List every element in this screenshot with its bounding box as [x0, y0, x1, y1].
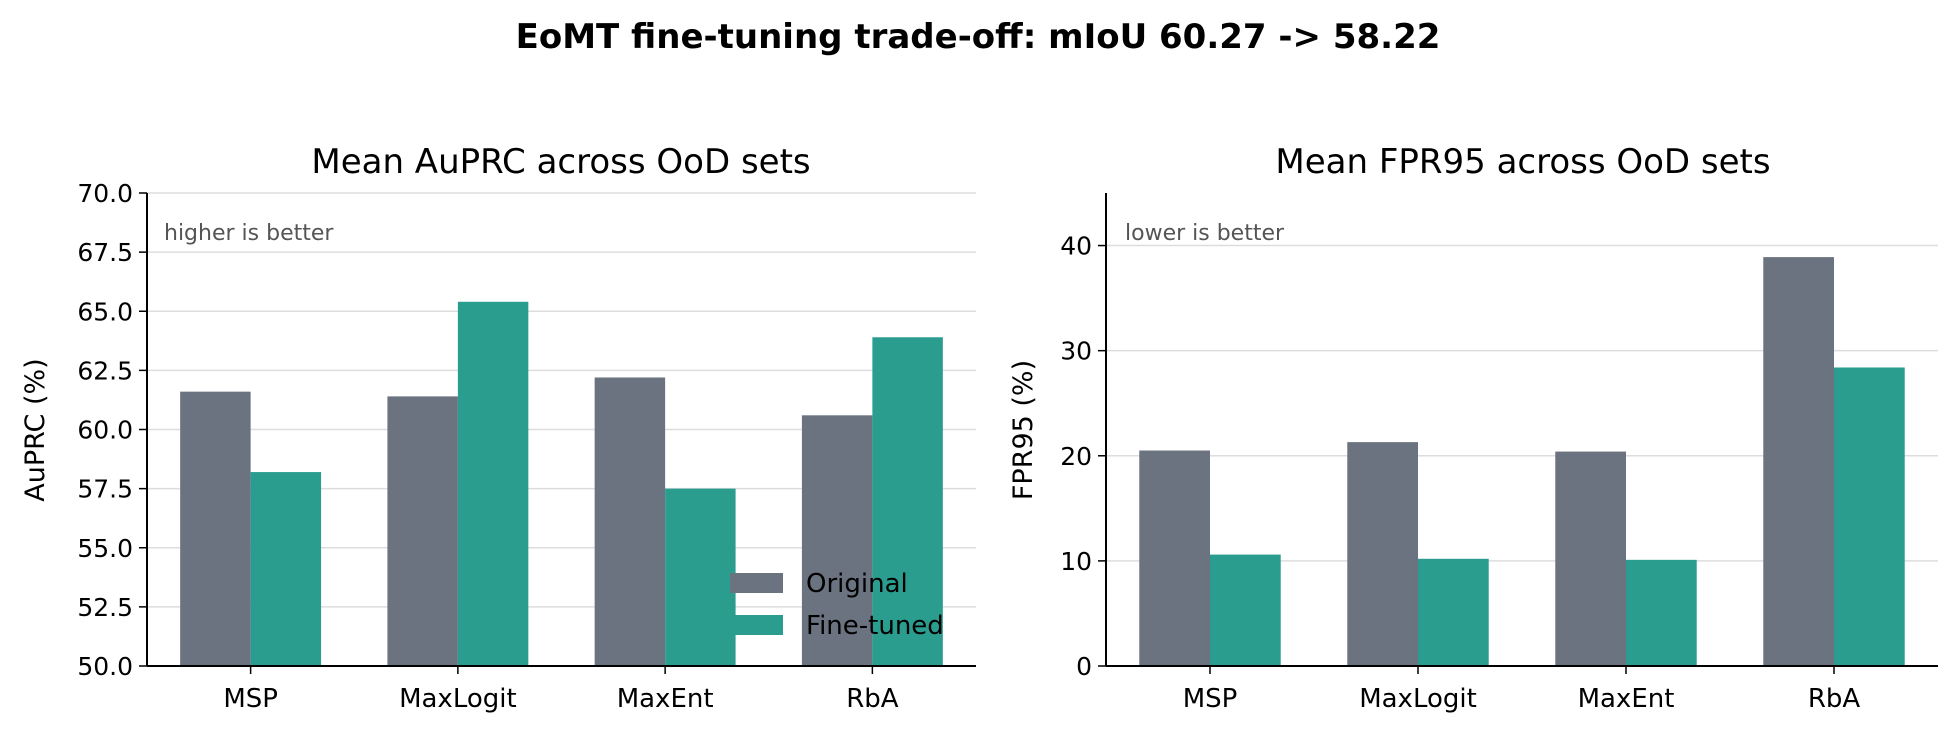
auprc-bar-original-maxent: [594, 377, 666, 666]
auprc-bar-original-maxlogit: [387, 396, 458, 666]
auprc-y-tick-label: 60.0: [77, 416, 133, 445]
fpr95-x-tick-label: MaxLogit: [1359, 684, 1477, 714]
legend-swatch-original: [730, 573, 783, 593]
auprc-x-tick-label: RbA: [846, 684, 899, 714]
fpr95-x-tick-label: RbA: [1808, 684, 1861, 714]
fpr95-bar-finetuned-maxent: [1626, 559, 1697, 666]
auprc-y-tick-label: 70.0: [77, 179, 133, 208]
auprc-bar-finetuned-maxlogit: [457, 301, 529, 666]
auprc-note: higher is better: [164, 221, 334, 246]
fpr95-x-tick-label: MaxEnt: [1578, 684, 1675, 714]
legend-label-original: Original: [806, 569, 908, 599]
legend-label-finetuned: Fine-tuned: [806, 611, 944, 641]
fpr95-chart-title: Mean FPR95 across OoD sets: [1275, 142, 1770, 182]
auprc-bar-finetuned-msp: [250, 472, 322, 666]
auprc-chart: Mean AuPRC across OoD sets AuPRC (%) hig…: [20, 142, 976, 714]
auprc-y-tick-label: 67.5: [77, 238, 133, 267]
fpr95-chart: Mean FPR95 across OoD sets FPR95 (%) low…: [1008, 142, 1938, 714]
auprc-y-axis-label: AuPRC (%): [20, 358, 51, 501]
auprc-legend: Original Fine-tuned: [730, 569, 944, 641]
auprc-y-tick-label: 62.5: [77, 356, 133, 385]
auprc-bar-original-rba: [801, 415, 873, 666]
auprc-bar-original-msp: [180, 391, 251, 666]
fpr95-y-axis-label: FPR95 (%): [1008, 360, 1039, 500]
auprc-y-tick-label: 55.0: [77, 534, 133, 563]
fpr95-x-tick-label: MSP: [1183, 684, 1238, 714]
fpr95-bar-original-msp: [1139, 450, 1210, 666]
auprc-x-tick-label: MaxEnt: [617, 684, 714, 714]
auprc-x-tick-label: MSP: [223, 684, 278, 714]
auprc-y-tick-label: 50.0: [77, 652, 133, 681]
fpr95-bar-finetuned-rba: [1834, 367, 1905, 666]
fpr95-bar-finetuned-msp: [1210, 554, 1281, 666]
fpr95-y-tick-label: 30: [1060, 337, 1092, 366]
figure-suptitle: EoMT fine-tuning trade-off: mIoU 60.27 -…: [516, 17, 1441, 57]
auprc-y-tick-label: 57.5: [77, 475, 133, 504]
auprc-bar-finetuned-maxent: [665, 488, 736, 666]
auprc-chart-title: Mean AuPRC across OoD sets: [311, 142, 810, 182]
fpr95-y-tick-label: 40: [1060, 232, 1092, 261]
fpr95-y-tick-label: 10: [1060, 547, 1092, 576]
auprc-x-tick-label: MaxLogit: [399, 684, 517, 714]
fpr95-bar-original-maxlogit: [1347, 442, 1418, 666]
auprc-y-tick-label: 52.5: [77, 593, 133, 622]
fpr95-bar-original-maxent: [1555, 451, 1626, 666]
fpr95-y-tick-label: 0: [1076, 652, 1092, 681]
fpr95-bar-original-rba: [1763, 257, 1834, 666]
auprc-y-tick-label: 65.0: [77, 297, 133, 326]
fpr95-note: lower is better: [1125, 221, 1285, 246]
fpr95-bar-finetuned-maxlogit: [1418, 558, 1489, 666]
legend-swatch-finetuned: [730, 615, 783, 635]
auprc-bar-finetuned-rba: [872, 337, 943, 666]
fpr95-y-tick-label: 20: [1060, 442, 1092, 471]
